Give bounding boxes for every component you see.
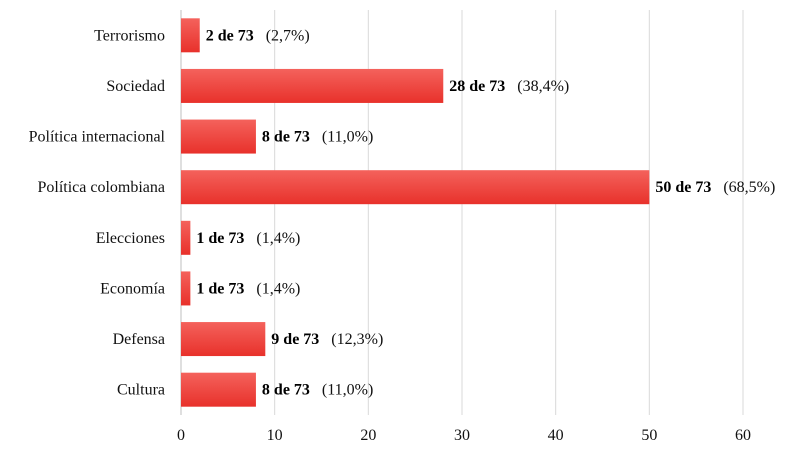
bar [181, 170, 650, 205]
category-label: Elecciones [96, 230, 165, 247]
x-tick-label: 30 [454, 427, 470, 444]
percent-label: (68,5%) [723, 179, 775, 196]
percent-label: (2,7%) [266, 27, 310, 44]
data-label: 8 de 73 [262, 129, 310, 146]
data-label: 2 de 73 [206, 27, 254, 44]
x-tick-label: 40 [548, 427, 564, 444]
data-label: 1 de 73 [196, 230, 244, 247]
percent-label: (38,4%) [517, 78, 569, 95]
data-label: 8 de 73 [262, 382, 310, 399]
category-label: Cultura [117, 382, 165, 399]
bar [181, 372, 256, 407]
x-tick-label: 0 [177, 427, 185, 444]
category-label: Sociedad [106, 78, 165, 95]
bar [181, 271, 191, 306]
data-labels: 2 de 73 (2,7%) 28 de 73 (38,4%) 8 de 73 (11,0… [196, 27, 775, 398]
x-tick-label: 50 [641, 427, 657, 444]
percent-label: (1,4%) [256, 230, 300, 247]
data-label: 1 de 73 [196, 280, 244, 297]
category-label: Política colombiana [37, 179, 165, 196]
bars [181, 18, 650, 407]
percent-label: (11,0%) [322, 382, 373, 399]
bar [181, 18, 200, 53]
x-tick-label: 60 [735, 427, 751, 444]
x-tick-label: 10 [267, 427, 283, 444]
percent-label: (1,4%) [256, 280, 300, 297]
data-label: 9 de 73 [271, 331, 319, 348]
percent-label: (12,3%) [331, 331, 383, 348]
category-label: Economía [100, 280, 165, 297]
category-label: Política internacional [29, 129, 166, 146]
bar [181, 68, 444, 103]
x-tick-label: 20 [360, 427, 376, 444]
category-label: Defensa [113, 331, 165, 348]
bar [181, 322, 266, 357]
x-axis-ticks: 0 10 20 30 40 50 60 [177, 427, 751, 444]
data-label: 28 de 73 [449, 78, 505, 95]
category-label: Terrorismo [94, 27, 165, 44]
bar [181, 119, 256, 154]
data-label: 50 de 73 [655, 179, 711, 196]
category-labels: Terrorismo Sociedad Política internacional… [29, 27, 166, 398]
bar [181, 220, 191, 255]
percent-label: (11,0%) [322, 129, 373, 146]
